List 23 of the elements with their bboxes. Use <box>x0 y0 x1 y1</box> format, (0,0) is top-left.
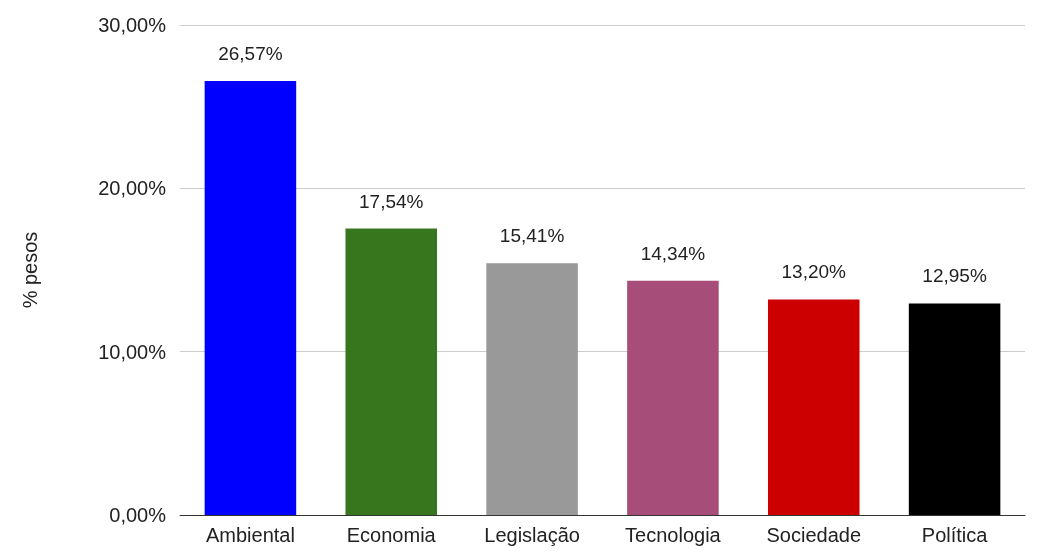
x-tick-label: Legislação <box>484 524 580 546</box>
x-tick-label: Sociedade <box>766 524 862 546</box>
y-tick-label: 20,00% <box>98 177 167 200</box>
data-label: 12,95% <box>922 265 987 287</box>
data-label: 14,34% <box>640 242 706 264</box>
y-tick-label: 0,00% <box>109 504 167 526</box>
bar <box>627 280 719 515</box>
bar <box>204 81 297 515</box>
x-tick-label: Política <box>921 524 989 546</box>
bar <box>767 299 860 515</box>
data-label: 26,57% <box>218 43 283 65</box>
y-tick-label: 10,00% <box>98 340 167 363</box>
x-tick-label: Tecnologia <box>625 524 722 546</box>
data-label: 13,20% <box>781 261 847 283</box>
data-label: 17,54% <box>359 190 424 212</box>
data-label: 15,41% <box>499 225 565 247</box>
y-tick-label: 30,00% <box>98 14 167 36</box>
y-axis-title: % pesos <box>19 231 41 309</box>
bar <box>486 263 578 515</box>
bar <box>345 228 438 515</box>
x-tick-label: Ambiental <box>205 524 295 546</box>
bar <box>908 303 1001 515</box>
x-tick-label: Economia <box>346 524 437 546</box>
